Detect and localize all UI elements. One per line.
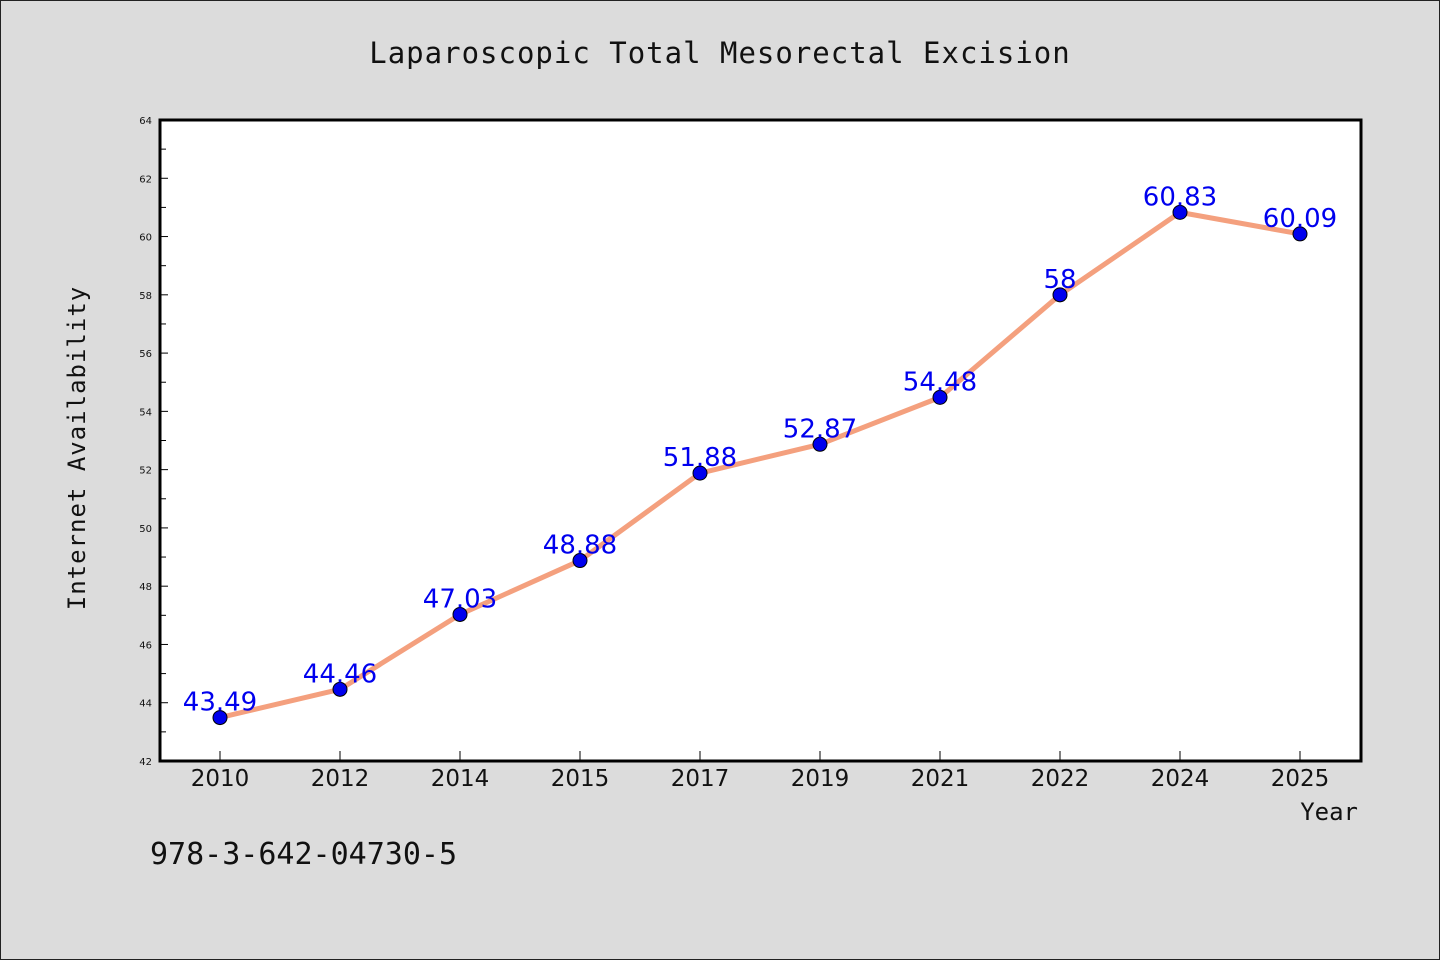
x-tick-label: 2021 — [911, 766, 970, 792]
y-tick-label: 46 — [139, 640, 152, 651]
data-point — [572, 553, 588, 569]
y-tick-label: 52 — [139, 466, 152, 477]
data-point — [1172, 204, 1188, 220]
data-label: 48.88 — [543, 531, 617, 561]
data-point — [932, 389, 948, 405]
x-tick-label: 2025 — [1271, 766, 1330, 792]
data-label: 60.83 — [1143, 182, 1217, 212]
data-label: 52.87 — [783, 414, 857, 444]
data-point — [1292, 226, 1308, 242]
data-label: 54.48 — [903, 367, 977, 397]
y-tick-label: 62 — [139, 174, 152, 185]
y-tick-label: 56 — [139, 349, 152, 360]
data-point — [332, 681, 348, 697]
data-label: 47.03 — [423, 584, 497, 614]
x-tick-label: 2012 — [311, 766, 370, 792]
footer-text: 978-3-642-04730-5 — [150, 837, 457, 872]
series-markers — [212, 204, 1308, 726]
data-label: 44.46 — [303, 659, 377, 689]
y-tick-label: 60 — [139, 233, 152, 244]
y-tick-label: 44 — [139, 699, 152, 710]
x-axis: 2010 2012 2014 2015 2017 2019 2021 2022 2024 2025 — [191, 751, 1330, 792]
y-tick-label: 42 — [139, 757, 152, 768]
x-axis-label: Year — [1300, 798, 1358, 826]
data-label: 51.88 — [663, 443, 737, 473]
y-axis: 42 44 46 48 50 52 54 56 58 60 62 64 — [139, 116, 168, 768]
x-tick-label: 2024 — [1151, 766, 1210, 792]
x-tick-label: 2019 — [791, 766, 850, 792]
data-point — [452, 606, 468, 622]
y-tick-label: 50 — [139, 524, 152, 535]
data-point — [692, 465, 708, 481]
x-tick-label: 2010 — [191, 766, 250, 792]
data-label: 60.09 — [1263, 204, 1337, 234]
y-tick-label: 48 — [139, 582, 152, 593]
series-line — [217, 209, 1303, 721]
data-label: 43.49 — [183, 688, 257, 718]
x-tick-label: 2014 — [431, 766, 490, 792]
x-tick-label: 2015 — [551, 766, 610, 792]
x-tick-label: 2022 — [1031, 766, 1090, 792]
y-tick-label: 64 — [139, 116, 152, 127]
y-tick-label: 54 — [139, 407, 152, 418]
data-point — [212, 710, 228, 726]
y-axis-label: Internet Availability — [63, 286, 91, 610]
data-point — [1052, 287, 1068, 303]
chart-title: Laparoscopic Total Mesorectal Excision — [369, 36, 1070, 70]
x-tick-label: 2017 — [671, 766, 730, 792]
y-tick-label: 58 — [139, 291, 152, 302]
data-label: 58 — [1043, 265, 1076, 295]
data-labels: 43.49 44.46 47.03 48.88 51.88 52.87 54.48 58 60.… — [183, 182, 1337, 717]
data-point — [812, 436, 828, 452]
